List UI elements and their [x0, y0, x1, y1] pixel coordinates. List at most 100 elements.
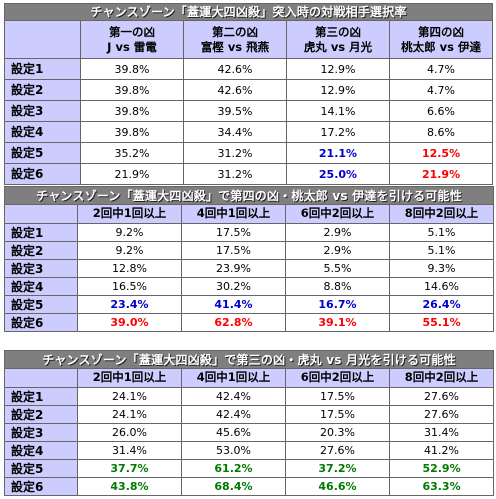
row-label: 設定5: [4, 459, 78, 478]
row-label: 設定1: [4, 387, 78, 406]
value-cell: 30.2%: [181, 277, 286, 296]
column-header: 8回中2回以上: [388, 368, 495, 388]
column-header-line2: 桃太郎 vs 伊達: [401, 39, 481, 54]
value-cell: 14.6%: [388, 277, 495, 296]
table-row: 設定6 39.0% 62.8% 39.1% 55.1%: [4, 313, 495, 332]
value-cell: 2.9%: [285, 241, 390, 260]
column-header: 8回中2回以上: [388, 204, 495, 224]
column-header: 6回中2回以上: [285, 204, 390, 224]
table-title: チャンスゾーン「蓋運大四凶殺」で第三の凶・虎丸 vs 月光を引ける可能性: [3, 350, 495, 369]
table-row: 設定5 23.4% 41.4% 16.7% 26.4%: [4, 295, 495, 314]
table-row: 設定6 21.9% 31.2% 25.0% 21.9%: [4, 163, 494, 185]
value-cell: 61.2%: [181, 459, 286, 478]
value-cell: 43.8%: [77, 477, 182, 496]
value-cell: 55.1%: [388, 313, 495, 332]
value-cell: 39.8%: [80, 79, 184, 101]
value-cell: 35.2%: [80, 142, 184, 164]
value-cell: 17.5%: [181, 223, 286, 242]
table-title: チャンスゾーン「蓋運大四凶殺」で第四の凶・桃太郎 vs 伊達を引ける可能性: [3, 186, 495, 205]
value-cell: 24.1%: [77, 405, 182, 424]
table-row: 設定3 39.8% 39.5% 14.1% 6.6%: [4, 100, 494, 122]
value-cell: 42.6%: [183, 79, 287, 101]
value-cell: 8.6%: [388, 121, 494, 143]
table-row: 設定2 39.8% 42.6% 12.9% 4.7%: [4, 79, 494, 101]
row-label: 設定6: [4, 477, 78, 496]
row-label: 設定4: [4, 277, 78, 296]
value-cell: 21.1%: [286, 142, 390, 164]
value-cell: 39.1%: [285, 313, 390, 332]
table-row: 設定1 24.1% 42.4% 17.5% 27.6%: [4, 387, 495, 406]
value-cell: 12.9%: [286, 79, 390, 101]
column-header-line1: 第四の凶: [418, 24, 465, 39]
value-cell: 17.2%: [286, 121, 390, 143]
value-cell: 53.0%: [181, 441, 286, 460]
value-cell: 17.5%: [285, 405, 390, 424]
value-cell: 4.7%: [388, 79, 494, 101]
value-cell: 21.9%: [388, 163, 494, 185]
value-cell: 17.5%: [181, 241, 286, 260]
table-row: 設定5 37.7% 61.2% 37.2% 52.9%: [4, 459, 495, 478]
column-header: 6回中2回以上: [285, 368, 390, 388]
value-cell: 27.6%: [388, 405, 495, 424]
column-header-line1: 第三の凶: [315, 24, 361, 39]
value-cell: 14.1%: [286, 100, 390, 122]
row-label: 設定3: [4, 100, 81, 122]
value-cell: 9.2%: [77, 241, 182, 260]
row-label: 設定2: [4, 405, 78, 424]
value-cell: 63.3%: [388, 477, 495, 496]
value-cell: 31.2%: [183, 142, 287, 164]
value-cell: 9.2%: [77, 223, 182, 242]
table-row: 設定4 16.5% 30.2% 8.8% 14.6%: [4, 277, 495, 296]
column-header-line2: 富樫 vs 飛燕: [200, 39, 270, 54]
column-header: 2回中1回以上: [77, 368, 182, 388]
row-label: 設定5: [4, 142, 81, 164]
header-corner: [4, 20, 81, 59]
table-row: 設定3 12.8% 23.9% 5.5% 9.3%: [4, 259, 495, 278]
column-header-line2: 虎丸 vs 月光: [303, 39, 373, 54]
value-cell: 16.5%: [77, 277, 182, 296]
fourth-matchup-probability-table: チャンスゾーン「蓋運大四凶殺」で第四の凶・桃太郎 vs 伊達を引ける可能性 2回…: [3, 186, 495, 332]
third-matchup-probability-table: チャンスゾーン「蓋運大四凶殺」で第三の凶・虎丸 vs 月光を引ける可能性 2回中…: [3, 350, 495, 496]
value-cell: 41.4%: [181, 295, 286, 314]
value-cell: 23.9%: [181, 259, 286, 278]
value-cell: 23.4%: [77, 295, 182, 314]
value-cell: 26.4%: [388, 295, 495, 314]
column-header: 第三の凶 虎丸 vs 月光: [286, 20, 390, 59]
table-row: 設定4 39.8% 34.4% 17.2% 8.6%: [4, 121, 494, 143]
row-label: 設定2: [4, 241, 78, 260]
row-label: 設定3: [4, 259, 78, 278]
value-cell: 12.9%: [286, 58, 390, 80]
value-cell: 5.5%: [285, 259, 390, 278]
table-row: 設定2 9.2% 17.5% 2.9% 5.1%: [4, 241, 495, 260]
column-header: 4回中1回以上: [181, 204, 286, 224]
table-row: 設定3 26.0% 45.6% 20.3% 31.4%: [4, 423, 495, 442]
value-cell: 17.5%: [285, 387, 390, 406]
value-cell: 8.8%: [285, 277, 390, 296]
value-cell: 25.0%: [286, 163, 390, 185]
value-cell: 42.4%: [181, 387, 286, 406]
value-cell: 45.6%: [181, 423, 286, 442]
selection-rate-table: チャンスゾーン「蓋運大四凶殺」突入時の対戦相手選択率 第一の凶 J vs 雷電 第二…: [3, 3, 494, 185]
value-cell: 41.2%: [388, 441, 495, 460]
table-row: 設定4 31.4% 53.0% 27.6% 41.2%: [4, 441, 495, 460]
value-cell: 5.1%: [388, 241, 495, 260]
row-label: 設定4: [4, 441, 78, 460]
table-row: 設定1 39.8% 42.6% 12.9% 4.7%: [4, 58, 494, 80]
value-cell: 62.8%: [181, 313, 286, 332]
row-label: 設定6: [4, 163, 81, 185]
value-cell: 12.8%: [77, 259, 182, 278]
column-header-line1: 第二の凶: [212, 24, 258, 39]
column-header: 第一の凶 J vs 雷電: [80, 20, 184, 59]
value-cell: 4.7%: [388, 58, 494, 80]
value-cell: 6.6%: [388, 100, 494, 122]
table-row: 設定1 9.2% 17.5% 2.9% 5.1%: [4, 223, 495, 242]
value-cell: 34.4%: [183, 121, 287, 143]
value-cell: 39.8%: [80, 121, 184, 143]
column-header: 4回中1回以上: [181, 368, 286, 388]
value-cell: 27.6%: [285, 441, 390, 460]
value-cell: 39.5%: [183, 100, 287, 122]
value-cell: 21.9%: [80, 163, 184, 185]
table-title: チャンスゾーン「蓋運大四凶殺」突入時の対戦相手選択率: [3, 3, 494, 21]
column-header: 第二の凶 富樫 vs 飛燕: [183, 20, 287, 59]
value-cell: 20.3%: [285, 423, 390, 442]
